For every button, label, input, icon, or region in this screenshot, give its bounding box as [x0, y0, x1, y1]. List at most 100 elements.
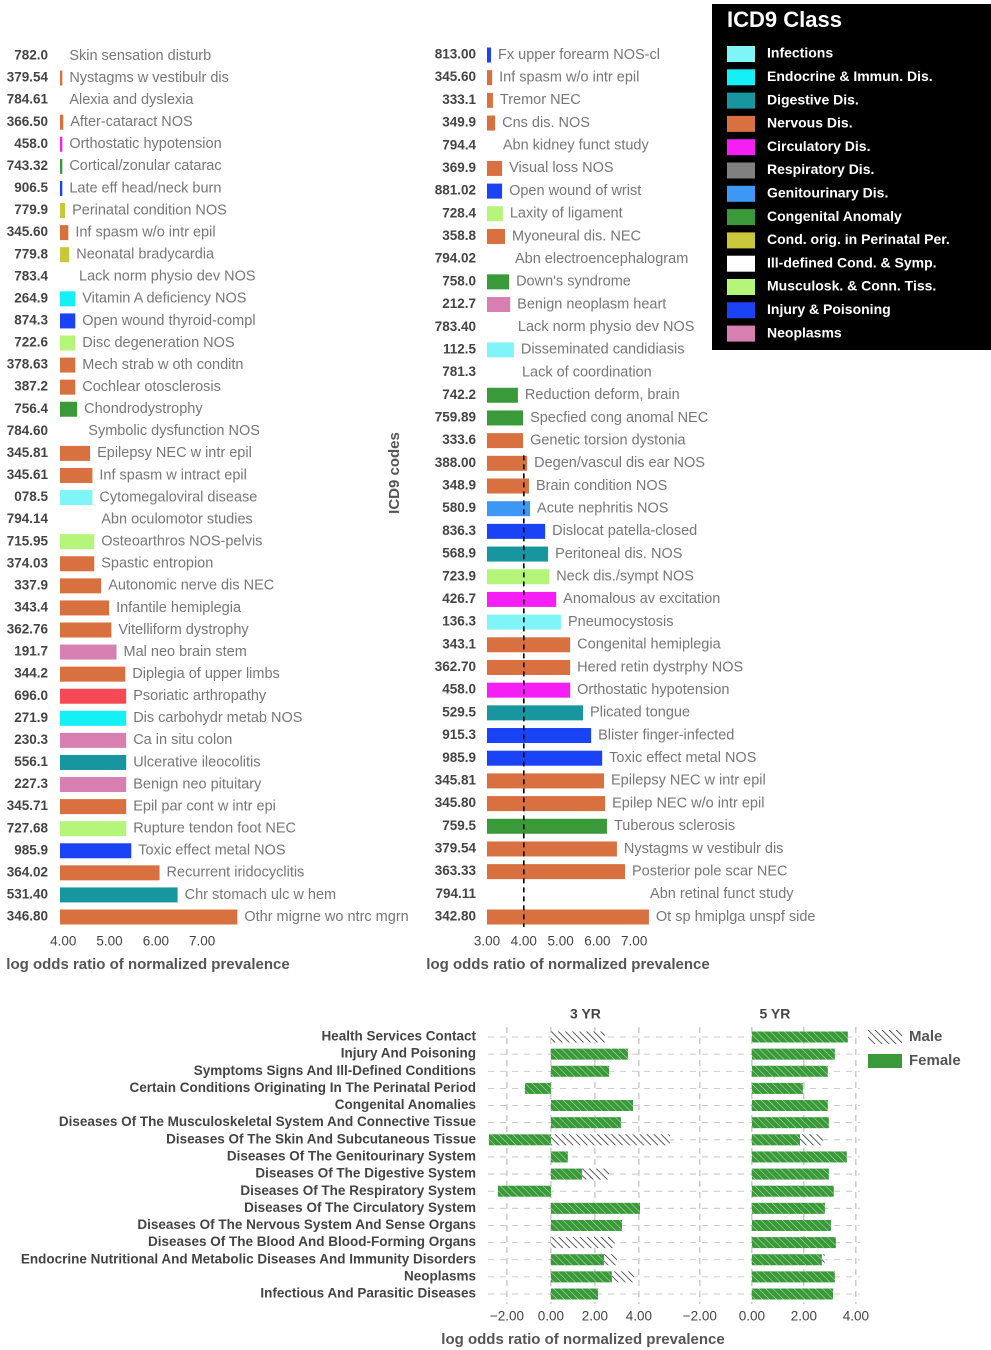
- bar-label: Abn electroencephalogram: [515, 251, 688, 267]
- facet-title: 3 YR: [570, 1006, 601, 1022]
- bar: [487, 410, 524, 426]
- x-tick-label: −2.00: [490, 1309, 524, 1324]
- bar: [487, 274, 510, 290]
- code-label: 349.9: [442, 115, 476, 130]
- bar: [60, 688, 127, 704]
- legend-label: Female: [909, 1052, 961, 1069]
- code-label: 906.5: [14, 180, 48, 195]
- legend-swatch: [727, 185, 755, 202]
- bar-label: Cortical/zonular catarac: [69, 158, 221, 174]
- category-label: Neoplasms: [404, 1268, 476, 1283]
- bar-label: Dis carbohydr metab NOS: [133, 710, 302, 726]
- bar-label: Visual loss NOS: [509, 160, 614, 176]
- legend-swatch: [727, 232, 755, 249]
- x-tick-label: 4.00: [843, 1309, 869, 1324]
- bar: [60, 821, 127, 837]
- bar: [487, 297, 511, 313]
- female-bar: [751, 1202, 825, 1214]
- bar-label: Myoneural dis. NEC: [512, 228, 641, 244]
- legend-swatch: [727, 302, 755, 319]
- female-bar: [550, 1100, 633, 1112]
- code-label: 723.9: [442, 568, 476, 583]
- code-label: 531.40: [7, 886, 48, 901]
- bar: [487, 728, 592, 744]
- code-label: 271.9: [14, 710, 48, 725]
- male-bar: [550, 1134, 670, 1146]
- code-label: 346.80: [7, 909, 48, 924]
- code-label: 230.3: [14, 732, 48, 747]
- bar: [60, 843, 132, 859]
- female-bar: [751, 1117, 829, 1129]
- code-label: 378.63: [7, 357, 49, 372]
- x-tick-label: 6.00: [584, 934, 610, 949]
- bar: [60, 887, 178, 903]
- female-bar: [497, 1185, 551, 1197]
- code-label: 728.4: [442, 205, 476, 220]
- category-label: Diseases Of The Respiratory System: [240, 1183, 476, 1198]
- code-label: 782.0: [14, 48, 48, 63]
- code-label: 345.61: [7, 467, 49, 482]
- bar: [487, 47, 492, 63]
- bar-label: Cochlear otosclerosis: [82, 379, 221, 395]
- x-tick-label: 6.00: [143, 934, 169, 949]
- bar: [60, 754, 127, 770]
- category-label: Diseases Of The Musculoskeletal System A…: [59, 1114, 477, 1129]
- bar-label: Lack norm physio dev NOS: [79, 269, 256, 285]
- male-bar: [550, 1031, 605, 1043]
- legend-label: Infections: [767, 45, 833, 61]
- bar-label: Osteoarthros NOS-pelvis: [101, 534, 262, 550]
- category-label: Diseases Of The Genitourinary System: [227, 1148, 476, 1163]
- bar-label: Disc degeneration NOS: [82, 335, 234, 351]
- category-label: Diseases Of The Digestive System: [255, 1166, 476, 1181]
- bar-label: Autonomic nerve dis NEC: [108, 578, 274, 594]
- bar-label: Othr migrne wo ntrc mgrn: [244, 909, 408, 925]
- legend-label: Endocrine & Immun. Dis.: [767, 68, 933, 84]
- x-tick-label: 7.00: [621, 934, 647, 949]
- bar-label: Nystagms w vestibulr dis: [624, 841, 784, 857]
- code-label: 345.81: [7, 445, 49, 460]
- bar: [487, 92, 493, 108]
- bar: [60, 556, 95, 572]
- bar: [487, 591, 557, 607]
- bar: [60, 644, 117, 660]
- x-tick-label: 7.00: [189, 934, 215, 949]
- female-bar: [550, 1117, 621, 1129]
- code-label: 779.8: [14, 246, 48, 261]
- bar: [60, 732, 127, 748]
- bar-label: Psoriatic arthropathy: [133, 688, 267, 704]
- x-tick-label: 5.00: [547, 934, 573, 949]
- code-label: 387.2: [14, 379, 48, 394]
- bar-label: Ot sp hmiplga unspf side: [656, 909, 816, 925]
- bar: [487, 183, 503, 199]
- code-label: 374.03: [7, 555, 49, 570]
- female-bar: [550, 1168, 582, 1180]
- x-tick-label: 0.00: [739, 1309, 765, 1324]
- legend-label: Respiratory Dis.: [767, 161, 874, 177]
- legend-label: Cond. orig. in Perinatal Per.: [767, 231, 950, 247]
- female-bar: [751, 1134, 800, 1146]
- bar-label: Vitelliform dystrophy: [118, 622, 249, 638]
- bar-label: Blister finger-infected: [598, 727, 734, 743]
- bar-label: Open wound thyroid-compl: [82, 313, 255, 329]
- code-label: 794.4: [442, 137, 476, 152]
- bar-label: Abn retinal funct study: [650, 886, 794, 902]
- code-label: 722.6: [14, 335, 48, 350]
- legend-label: Injury & Poisoning: [767, 301, 891, 317]
- x-axis-label: log odds ratio of normalized prevalence: [441, 1331, 724, 1348]
- code-label: 333.1: [442, 92, 476, 107]
- bar-label: Neonatal bradycardia: [76, 247, 215, 263]
- legend-label: Musculosk. & Conn. Tiss.: [767, 278, 936, 294]
- bar: [487, 637, 571, 653]
- x-tick-label: 4.00: [626, 1309, 652, 1324]
- bar-label: Infantile hemiplegia: [116, 600, 242, 616]
- bar-label: Epilep NEC w/o intr epil: [612, 795, 764, 811]
- female-bar: [488, 1134, 551, 1146]
- bar: [60, 247, 70, 263]
- x-tick-label: 5.00: [96, 934, 122, 949]
- x-tick-label: 2.00: [582, 1309, 608, 1324]
- category-label: Diseases Of The Skin And Subcutaneous Ti…: [166, 1131, 476, 1146]
- bar-label: Degen/vascul dis ear NOS: [534, 455, 705, 471]
- category-label: Symptoms Signs And Ill-Defined Condition…: [194, 1063, 476, 1078]
- code-label: 783.4: [14, 268, 48, 283]
- female-bar: [550, 1254, 604, 1266]
